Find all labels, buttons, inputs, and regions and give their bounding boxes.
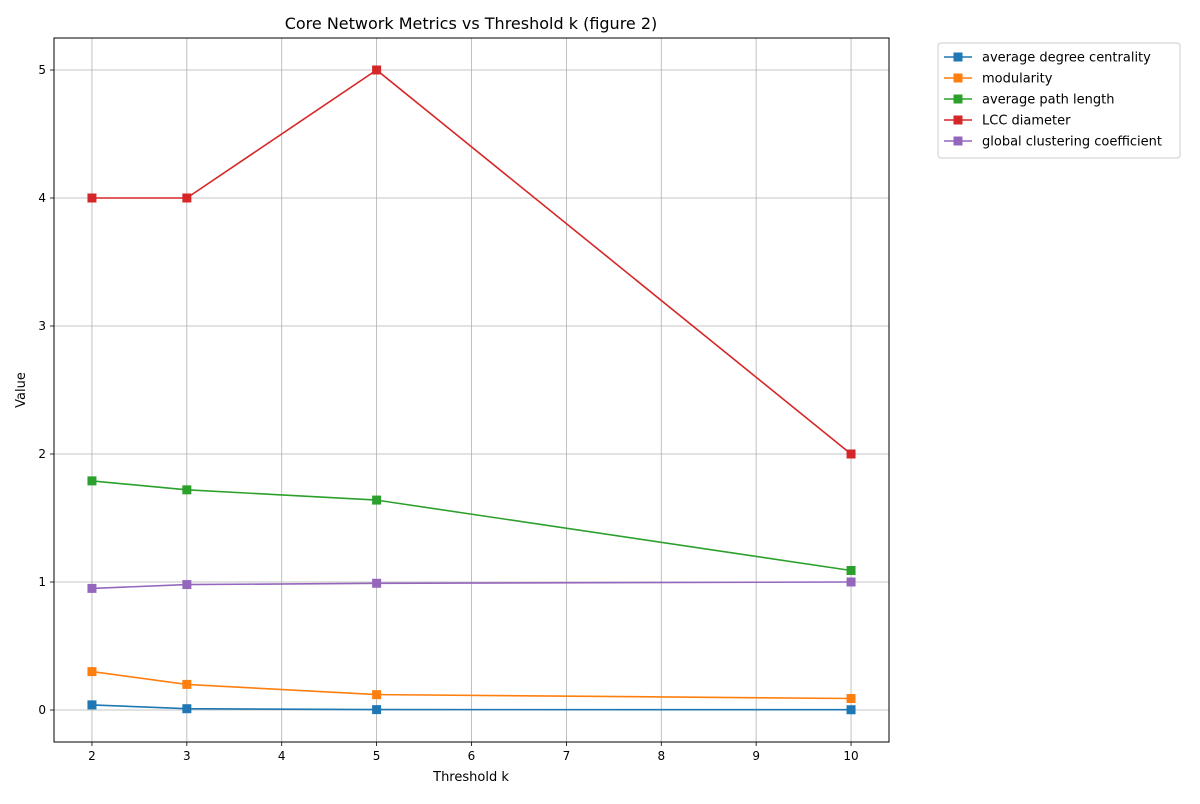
series-lcc-diameter	[87, 65, 856, 459]
data-point-average-degree-centrality	[87, 700, 97, 710]
series-line-global-clustering-coefficient	[91, 581, 852, 590]
x-tick-label: 5	[373, 749, 381, 763]
legend-box	[937, 42, 1181, 159]
data-point-modularity	[182, 679, 192, 689]
legend-swatch-marker	[953, 94, 963, 104]
x-tick-label: 4	[278, 749, 286, 763]
legend-swatch-marker	[953, 115, 963, 125]
legend-label: average degree centrality	[982, 51, 1151, 66]
x-axis-label: Threshold k	[432, 770, 509, 785]
data-point-average-path-length	[846, 565, 856, 575]
series-average-degree-centrality	[87, 700, 856, 715]
data-point-global-clustering-coefficient	[182, 580, 192, 590]
series-modularity	[87, 667, 856, 703]
series-line-modularity	[91, 670, 852, 700]
data-point-average-degree-centrality	[846, 705, 856, 715]
data-point-lcc-diameter	[846, 449, 856, 459]
series-line-average-path-length	[91, 480, 852, 572]
x-tick-label: 7	[563, 749, 571, 763]
legend-label: global clustering coefficient	[982, 135, 1162, 150]
legend-swatch-marker	[953, 136, 963, 146]
x-tick-label: 3	[183, 749, 191, 763]
data-point-lcc-diameter	[182, 193, 192, 203]
grid	[54, 38, 889, 742]
data-point-lcc-diameter	[87, 193, 97, 203]
legend-label: average path length	[982, 93, 1114, 108]
y-tick-label: 5	[38, 63, 46, 77]
legend: average degree centrality modularity avera…	[937, 42, 1181, 159]
data-point-modularity	[372, 690, 382, 700]
x-tick-label: 2	[88, 749, 96, 763]
legend-swatch-marker	[953, 52, 963, 62]
y-tick-label: 4	[38, 191, 46, 205]
legend-swatch-marker	[953, 73, 963, 83]
legend-label: modularity	[982, 72, 1053, 87]
legend-label: LCC diameter	[982, 114, 1071, 129]
y-tick-label: 3	[38, 319, 46, 333]
y-axis-label: Value	[14, 372, 29, 408]
series-global-clustering-coefficient	[87, 577, 856, 593]
data-point-average-degree-centrality	[182, 704, 192, 714]
y-tick-label: 2	[38, 447, 46, 461]
y-tick-label: 0	[38, 703, 46, 717]
data-point-modularity	[87, 667, 97, 677]
data-point-average-path-length	[182, 485, 192, 495]
y-tick-label: 1	[38, 575, 46, 589]
x-tick-label: 10	[843, 749, 858, 763]
data-point-lcc-diameter	[372, 65, 382, 75]
data-point-average-degree-centrality	[372, 705, 382, 715]
series-line-average-degree-centrality	[91, 704, 852, 711]
x-tick-label: 6	[468, 749, 476, 763]
data-point-global-clustering-coefficient	[372, 578, 382, 588]
series-average-path-length	[87, 476, 856, 575]
chart-title: Core Network Metrics vs Threshold k (fig…	[285, 14, 658, 33]
data-point-average-path-length	[372, 495, 382, 505]
x-tick-label: 8	[657, 749, 665, 763]
series-line-lcc-diameter	[92, 69, 852, 455]
series-layer	[87, 65, 856, 715]
x-tick-label: 9	[752, 749, 760, 763]
data-point-average-path-length	[87, 476, 97, 486]
axis-ticks: 2 3 4 5 6 7 8 9 10 0 1 2 3 4 5	[38, 63, 858, 763]
data-point-global-clustering-coefficient	[87, 583, 97, 593]
data-point-global-clustering-coefficient	[846, 577, 856, 587]
data-point-modularity	[846, 693, 856, 703]
